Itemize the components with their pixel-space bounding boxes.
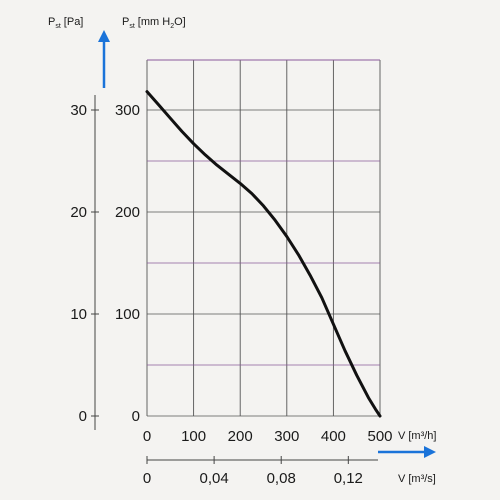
x-tick-m3h-label: 0 (143, 428, 151, 445)
x-tick-m3h-label: 100 (181, 428, 206, 445)
y-tick-pa-label: 30 (70, 102, 87, 119)
y-tick-mmh2o-label: 200 (115, 204, 140, 221)
axes (91, 95, 378, 464)
x-axis-m3s-title: V [m³/s] (398, 473, 436, 485)
y-tick-pa-label: 20 (70, 204, 87, 221)
y-tick-pa-label: 10 (70, 306, 87, 323)
y-tick-mmh2o-label: 0 (132, 408, 140, 425)
x-axis-arrow-icon (378, 446, 436, 458)
x-tick-m3h-label: 500 (367, 428, 392, 445)
y-tick-pa-label: 0 (79, 408, 87, 425)
y-axis-pa-title: Pst [Pa] (48, 16, 83, 30)
y-axis-arrow-icon (98, 30, 110, 88)
y-tick-mmh2o-label: 100 (115, 306, 140, 323)
x-axis-m3h-title: V [m³/h] (398, 430, 436, 442)
pressure-curve-line (145, 90, 382, 418)
x-tick-m3s-label: 0,12 (334, 470, 363, 487)
x-tick-m3h-label: 200 (228, 428, 253, 445)
y-tick-mmh2o-label: 300 (115, 102, 140, 119)
x-tick-m3h-label: 300 (274, 428, 299, 445)
y-axis-mmh2o-title: Pst [mm H2O] (122, 16, 186, 30)
x-tick-m3h-label: 400 (321, 428, 346, 445)
grid (146, 59, 381, 417)
x-tick-m3s-label: 0,04 (200, 470, 229, 487)
x-tick-m3s-label: 0 (143, 470, 151, 487)
x-tick-m3s-label: 0,08 (267, 470, 296, 487)
curve-layer (145, 90, 382, 418)
